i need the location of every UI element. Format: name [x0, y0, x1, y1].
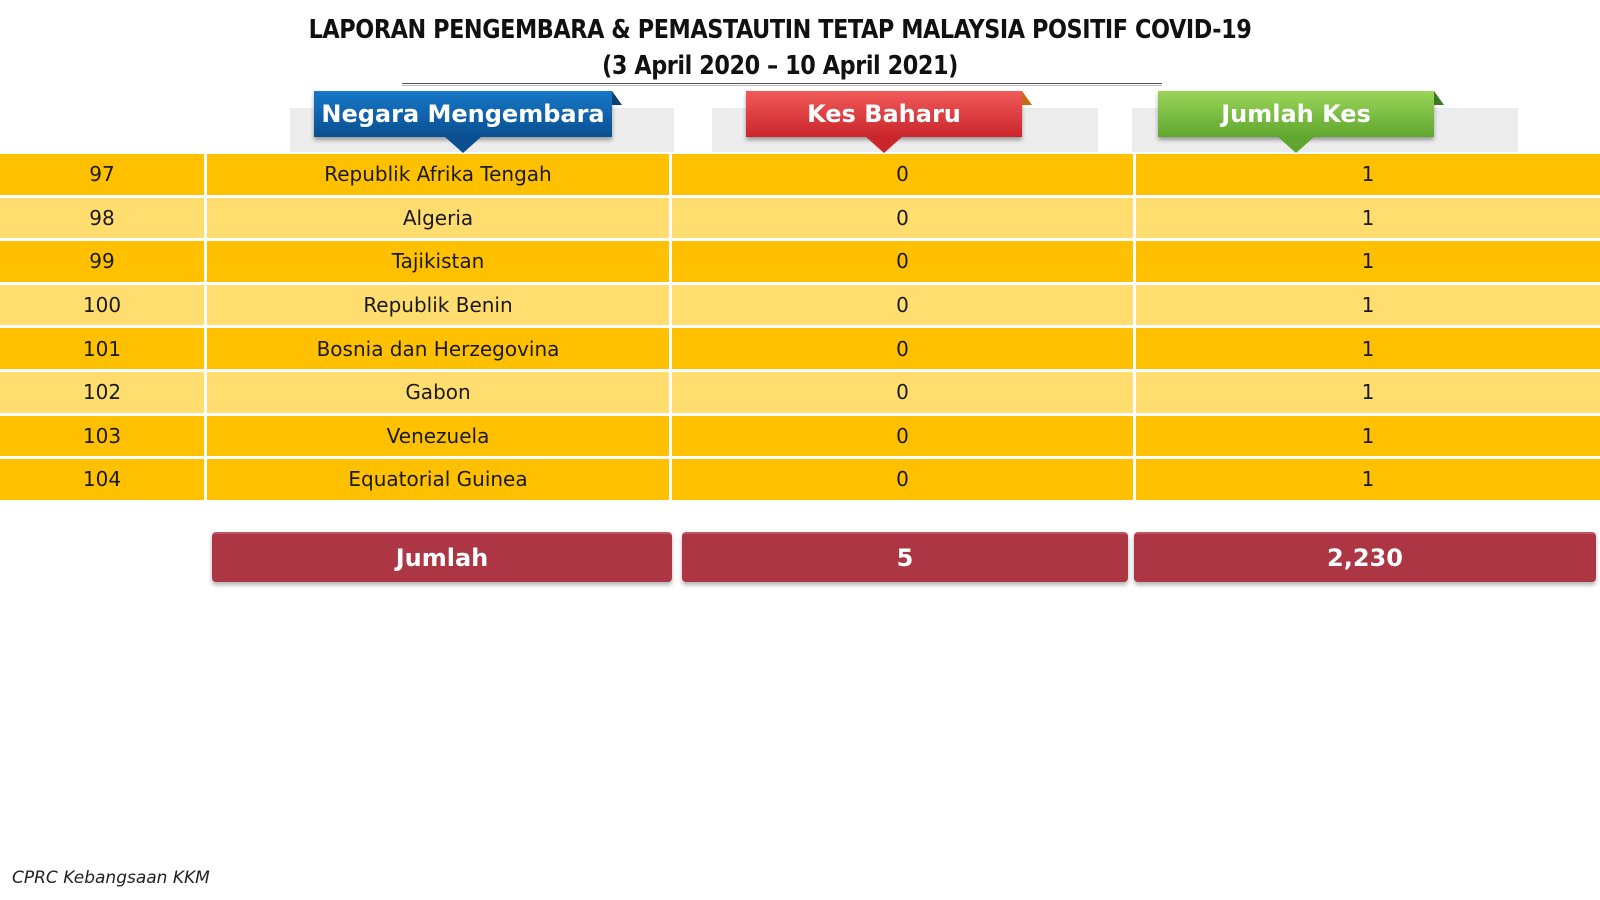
row-number: 100	[0, 284, 207, 326]
row-new-cases: 0	[672, 459, 1136, 500]
row-country: Tajikistan	[207, 241, 672, 282]
row-country: Venezuela	[207, 415, 672, 457]
table-row: 97 Republik Afrika Tengah 0 1	[0, 154, 1600, 198]
row-total-cases: 1	[1136, 241, 1600, 282]
totals-total-cases: 2,230	[1327, 544, 1403, 572]
row-number: 99	[0, 241, 207, 282]
row-country: Bosnia dan Herzegovina	[207, 328, 672, 369]
header-country-fold	[612, 91, 622, 105]
table-row: 104 Equatorial Guinea 0 1	[0, 459, 1600, 503]
row-number: 102	[0, 371, 207, 413]
row-new-cases: 0	[672, 284, 1136, 326]
row-number: 103	[0, 415, 207, 457]
totals-label-cell: Jumlah	[212, 532, 672, 582]
row-country: Equatorial Guinea	[207, 459, 672, 500]
totals-total-cases-cell: 2,230	[1134, 532, 1596, 582]
row-country: Algeria	[207, 197, 672, 239]
header-new-cases-fold	[1022, 91, 1032, 105]
table-row: 101 Bosnia dan Herzegovina 0 1	[0, 328, 1600, 372]
table-row: 100 Republik Benin 0 1	[0, 284, 1600, 329]
header-new-cases: Kes Baharu	[746, 91, 1032, 153]
row-country: Gabon	[207, 371, 672, 413]
header-total-cases-label: Jumlah Kes	[1221, 100, 1371, 128]
row-total-cases: 1	[1136, 459, 1600, 500]
report-title-line-1: LAPORAN PENGEMBARA & PEMASTAUTIN TETAP M…	[308, 15, 1252, 45]
header-new-cases-pointer	[866, 137, 902, 153]
totals-new-cases: 5	[896, 544, 914, 572]
header-new-cases-label: Kes Baharu	[807, 100, 961, 128]
row-new-cases: 0	[672, 241, 1136, 282]
header-total-cases: Jumlah Kes	[1158, 91, 1444, 153]
header-total-cases-fold	[1434, 91, 1444, 105]
row-new-cases: 0	[672, 328, 1136, 369]
title-divider	[402, 83, 1162, 86]
row-total-cases: 1	[1136, 328, 1600, 369]
row-new-cases: 0	[672, 154, 1136, 195]
source-footer: CPRC Kebangsaan KKM	[12, 868, 210, 888]
table-row: 98 Algeria 0 1	[0, 197, 1600, 242]
row-total-cases: 1	[1136, 154, 1600, 195]
header-country-pointer	[445, 137, 481, 153]
row-new-cases: 0	[672, 415, 1136, 457]
row-number: 101	[0, 328, 207, 369]
table-row: 99 Tajikistan 0 1	[0, 241, 1600, 285]
totals-new-cases-cell: 5	[682, 532, 1128, 582]
row-new-cases: 0	[672, 197, 1136, 239]
table-row: 102 Gabon 0 1	[0, 371, 1600, 416]
row-new-cases: 0	[672, 371, 1136, 413]
row-total-cases: 1	[1136, 371, 1600, 413]
row-country: Republik Benin	[207, 284, 672, 326]
report-title: LAPORAN PENGEMBARA & PEMASTAUTIN TETAP M…	[0, 12, 1560, 84]
row-number: 97	[0, 154, 207, 195]
report-title-line-2: (3 April 2020 – 10 April 2021)	[602, 51, 958, 81]
table-row: 103 Venezuela 0 1	[0, 415, 1600, 460]
row-number: 104	[0, 459, 207, 500]
row-country: Republik Afrika Tengah	[207, 154, 672, 195]
row-total-cases: 1	[1136, 415, 1600, 457]
row-total-cases: 1	[1136, 284, 1600, 326]
header-country-label: Negara Mengembara	[321, 100, 605, 128]
totals-label: Jumlah	[395, 544, 489, 572]
header-country: Negara Mengembara	[314, 91, 622, 153]
row-number: 98	[0, 197, 207, 239]
row-total-cases: 1	[1136, 197, 1600, 239]
header-total-cases-pointer	[1278, 137, 1314, 153]
country-cases-table: 97 Republik Afrika Tengah 0 1 98 Algeria…	[0, 154, 1600, 503]
